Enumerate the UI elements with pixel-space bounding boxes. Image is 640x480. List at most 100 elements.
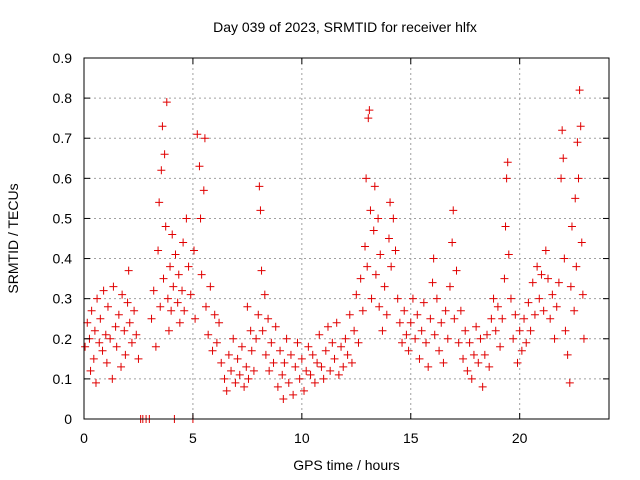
data-point bbox=[380, 282, 389, 291]
data-point bbox=[424, 362, 433, 371]
data-point bbox=[227, 366, 236, 375]
data-point bbox=[561, 326, 570, 335]
data-point bbox=[498, 314, 507, 323]
data-point bbox=[415, 354, 424, 363]
data-point bbox=[191, 314, 200, 323]
data-point bbox=[255, 182, 264, 191]
data-point bbox=[437, 318, 446, 327]
data-point bbox=[347, 358, 356, 367]
data-point bbox=[411, 334, 420, 343]
data-point bbox=[579, 334, 588, 343]
data-point bbox=[269, 358, 278, 367]
data-point bbox=[235, 370, 244, 379]
data-point bbox=[366, 206, 375, 215]
data-point bbox=[382, 310, 391, 319]
data-point bbox=[109, 282, 118, 291]
data-point bbox=[212, 338, 221, 347]
data-point bbox=[197, 270, 206, 279]
data-point bbox=[330, 354, 339, 363]
data-point bbox=[308, 350, 317, 359]
data-point bbox=[445, 282, 454, 291]
data-point bbox=[559, 154, 568, 163]
data-point bbox=[552, 302, 561, 311]
data-point bbox=[459, 354, 468, 363]
data-point bbox=[566, 282, 575, 291]
data-point bbox=[356, 274, 365, 283]
data-point bbox=[90, 326, 99, 335]
data-point bbox=[489, 294, 498, 303]
data-point bbox=[503, 158, 512, 167]
data-point bbox=[224, 350, 233, 359]
data-point bbox=[469, 350, 478, 359]
data-point bbox=[256, 206, 265, 215]
data-point bbox=[465, 338, 474, 347]
y-tick-label: 0.1 bbox=[53, 371, 73, 387]
data-point bbox=[541, 246, 550, 255]
data-point bbox=[93, 294, 102, 303]
data-point bbox=[429, 254, 438, 263]
data-point bbox=[515, 326, 524, 335]
x-tick-label: 0 bbox=[80, 430, 88, 446]
data-point bbox=[300, 386, 309, 395]
data-point bbox=[89, 354, 98, 363]
plot-frame bbox=[83, 57, 610, 420]
data-point bbox=[393, 294, 402, 303]
data-point bbox=[448, 238, 457, 247]
y-tick-label: 0.7 bbox=[53, 130, 73, 146]
data-point bbox=[174, 270, 183, 279]
data-point bbox=[222, 386, 231, 395]
y-tick-label: 0.6 bbox=[53, 170, 73, 186]
data-point bbox=[422, 338, 431, 347]
data-point bbox=[306, 370, 315, 379]
data-point bbox=[417, 326, 426, 335]
data-point bbox=[242, 362, 251, 371]
data-point bbox=[117, 362, 126, 371]
data-point bbox=[573, 138, 582, 147]
data-point bbox=[362, 174, 371, 183]
data-point bbox=[217, 358, 226, 367]
data-point bbox=[478, 382, 487, 391]
data-point bbox=[252, 334, 261, 343]
data-point bbox=[284, 378, 293, 387]
y-tick-label: 0.3 bbox=[53, 291, 73, 307]
data-point bbox=[99, 286, 108, 295]
data-point bbox=[386, 198, 395, 207]
data-point bbox=[558, 126, 567, 135]
data-point bbox=[480, 350, 489, 359]
data-point bbox=[387, 262, 396, 271]
data-point bbox=[530, 310, 539, 319]
data-point bbox=[546, 314, 555, 323]
data-point bbox=[147, 314, 156, 323]
data-point bbox=[156, 302, 165, 311]
data-point bbox=[400, 306, 409, 315]
data-point bbox=[419, 298, 428, 307]
data-point bbox=[154, 246, 163, 255]
data-point bbox=[509, 334, 518, 343]
data-point bbox=[134, 354, 143, 363]
data-point bbox=[435, 346, 444, 355]
data-point bbox=[125, 318, 134, 327]
y-tick-label: 0.2 bbox=[53, 331, 73, 347]
data-point bbox=[261, 350, 270, 359]
data-point bbox=[108, 374, 117, 383]
data-point bbox=[81, 342, 90, 351]
data-point bbox=[483, 330, 492, 339]
data-point bbox=[103, 302, 112, 311]
data-point bbox=[195, 162, 204, 171]
data-point bbox=[474, 358, 483, 367]
data-point bbox=[371, 270, 380, 279]
data-point bbox=[231, 378, 240, 387]
data-point bbox=[114, 310, 123, 319]
data-point bbox=[247, 346, 256, 355]
data-point bbox=[208, 346, 217, 355]
data-point bbox=[365, 106, 374, 115]
data-point bbox=[149, 286, 158, 295]
data-point bbox=[321, 346, 330, 355]
data-point bbox=[576, 122, 585, 131]
data-point bbox=[127, 338, 136, 347]
data-point bbox=[200, 134, 209, 143]
data-point bbox=[487, 314, 496, 323]
data-point bbox=[548, 290, 557, 299]
data-point bbox=[267, 338, 276, 347]
data-point bbox=[295, 374, 304, 383]
